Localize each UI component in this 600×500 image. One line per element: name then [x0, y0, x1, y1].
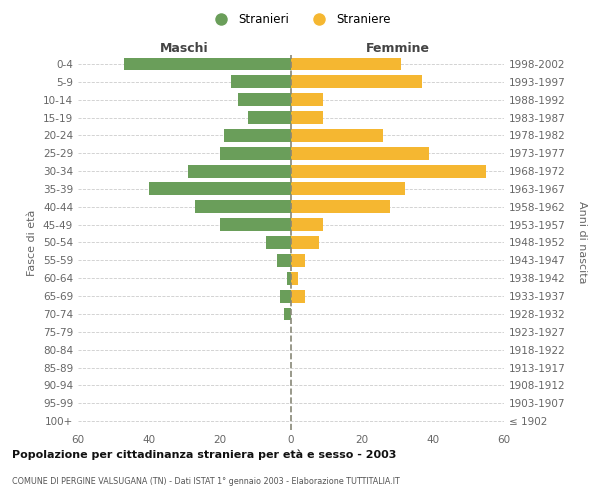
Bar — [291, 200, 391, 213]
Bar — [291, 93, 323, 106]
Bar — [266, 236, 291, 249]
Bar — [277, 254, 291, 267]
Text: Popolazione per cittadinanza straniera per età e sesso - 2003: Popolazione per cittadinanza straniera p… — [12, 450, 397, 460]
Bar — [291, 58, 401, 70]
Bar — [124, 58, 291, 70]
Bar — [291, 236, 319, 249]
Bar — [220, 218, 291, 231]
Y-axis label: Anni di nascita: Anni di nascita — [577, 201, 587, 284]
Bar — [291, 147, 430, 160]
Bar — [280, 290, 291, 302]
Bar — [284, 308, 291, 320]
Y-axis label: Fasce di età: Fasce di età — [28, 210, 37, 276]
Text: Maschi: Maschi — [160, 42, 209, 55]
Bar — [291, 182, 404, 196]
Legend: Stranieri, Straniere: Stranieri, Straniere — [204, 8, 396, 31]
Bar — [291, 164, 486, 177]
Bar — [291, 218, 323, 231]
Bar — [224, 129, 291, 142]
Bar — [220, 147, 291, 160]
Bar — [248, 111, 291, 124]
Bar — [291, 290, 305, 302]
Text: Femmine: Femmine — [365, 42, 430, 55]
Bar — [149, 182, 291, 196]
Text: COMUNE DI PERGINE VALSUGANA (TN) - Dati ISTAT 1° gennaio 2003 - Elaborazione TUT: COMUNE DI PERGINE VALSUGANA (TN) - Dati … — [12, 478, 400, 486]
Bar — [195, 200, 291, 213]
Bar — [291, 272, 298, 284]
Bar — [238, 93, 291, 106]
Bar — [287, 272, 291, 284]
Bar — [230, 76, 291, 88]
Bar — [188, 164, 291, 177]
Bar — [291, 254, 305, 267]
Bar — [291, 129, 383, 142]
Bar — [291, 111, 323, 124]
Bar — [291, 76, 422, 88]
